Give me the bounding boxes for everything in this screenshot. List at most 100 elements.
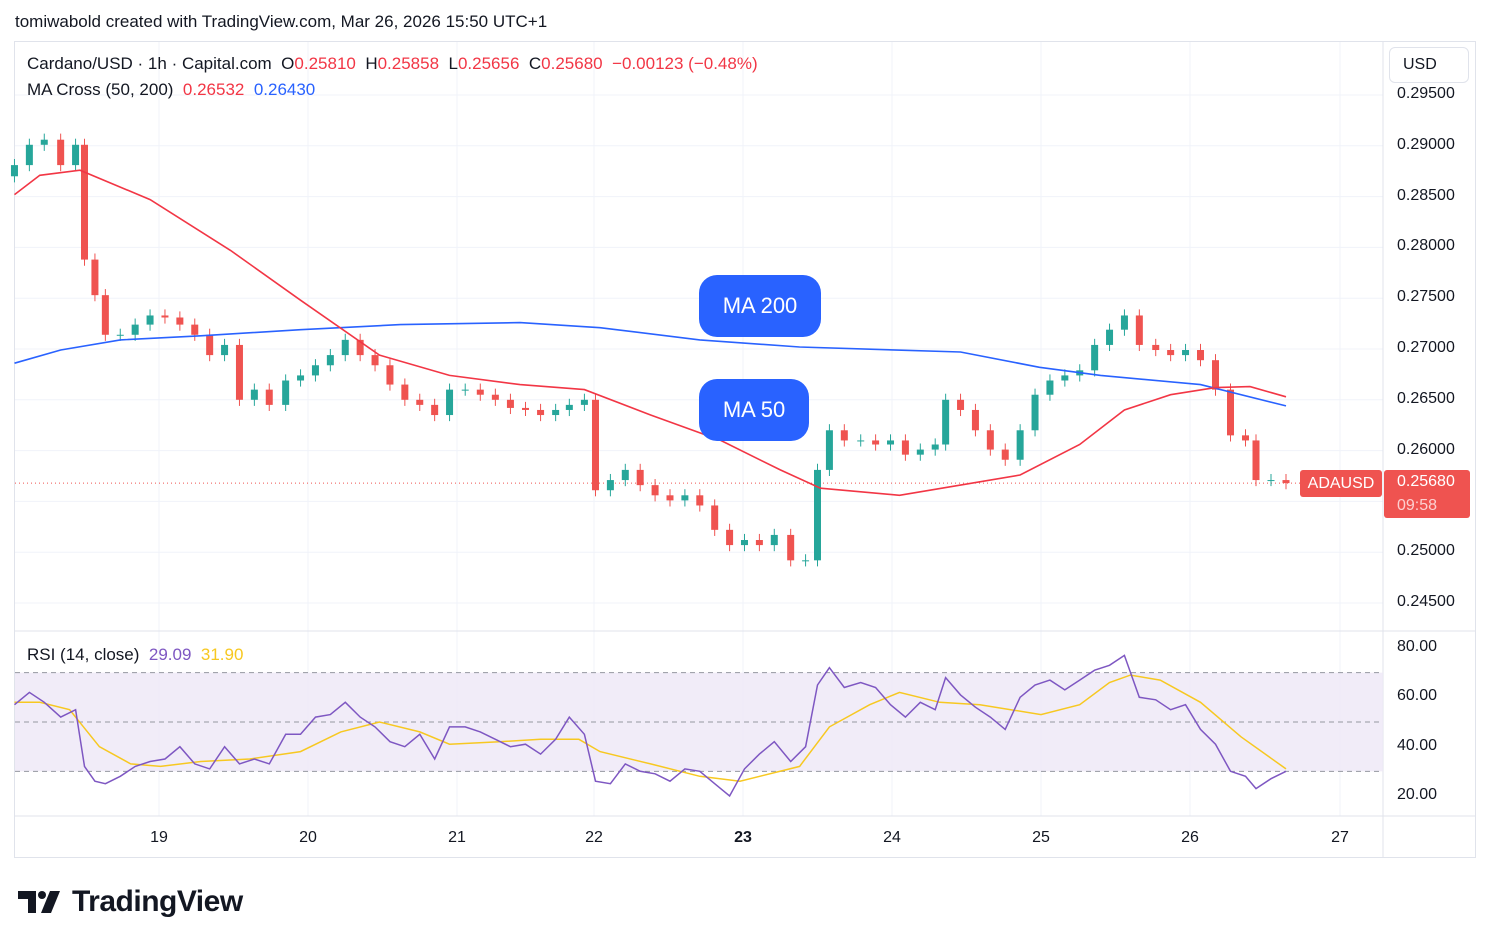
candle	[265, 389, 273, 405]
price-tick-label: 0.29000	[1397, 135, 1455, 153]
rsi-ma-value: 31.90	[200, 645, 244, 664]
close-label: C	[528, 54, 542, 73]
candle	[176, 317, 184, 325]
candle	[681, 495, 689, 501]
candle	[621, 469, 629, 481]
candle	[1106, 329, 1114, 345]
price-tick-label: 0.24500	[1397, 593, 1455, 610]
change-value: −0.00123 (−0.48%)	[612, 54, 758, 73]
candle	[942, 399, 950, 445]
candle	[1167, 350, 1175, 356]
candle	[101, 295, 109, 335]
rsi-tick-label: 60.00	[1397, 687, 1438, 705]
candle	[191, 324, 199, 335]
candle	[522, 407, 529, 410]
candle	[1046, 380, 1054, 395]
candle	[1091, 344, 1099, 371]
day-tick-label: 21	[448, 829, 466, 846]
candle	[787, 534, 795, 561]
chart-frame	[14, 41, 1476, 858]
ma50-value: 0.26532	[182, 80, 245, 99]
candle	[1227, 389, 1234, 436]
open-value: 0.25810	[294, 54, 356, 73]
candle	[580, 399, 588, 405]
candle	[887, 440, 895, 445]
price-tick-label: 0.29500	[1397, 85, 1455, 102]
candle	[931, 444, 939, 450]
day-tick-label: 22	[585, 829, 603, 846]
candle	[840, 430, 848, 441]
candle	[606, 480, 614, 491]
candle	[250, 389, 258, 400]
symbol-legend: Cardano/USD · 1h · Capital.com O0.25810 …	[27, 54, 758, 74]
candle	[1242, 435, 1249, 441]
ma200-callout: MA 200	[699, 275, 821, 337]
candle	[1252, 440, 1260, 481]
candle	[696, 495, 704, 506]
candle	[1120, 315, 1128, 330]
candle	[1282, 480, 1290, 484]
bar-countdown: 09:58	[1397, 497, 1438, 514]
candle	[552, 409, 560, 416]
candle	[1135, 315, 1143, 345]
price-tick-label: 0.28000	[1397, 237, 1455, 255]
tradingview-logo-icon	[18, 891, 60, 913]
rsi-tick-label: 20.00	[1397, 786, 1438, 803]
candle	[401, 384, 409, 400]
candle	[25, 144, 33, 166]
low-value: 0.25656	[457, 54, 520, 73]
day-tick-label: 20	[299, 829, 317, 846]
candle	[986, 430, 994, 450]
ma-title[interactable]: MA Cross (50, 200)	[27, 80, 174, 99]
price-tick-label: 0.28500	[1397, 186, 1455, 204]
high-value: 0.25858	[377, 54, 440, 73]
candle	[371, 355, 379, 366]
candle	[1061, 375, 1069, 381]
candle	[91, 259, 99, 296]
currency-button[interactable]: USD	[1389, 47, 1469, 83]
price-tick-label: 0.26000	[1397, 440, 1455, 458]
rsi-tick-label: 80.00	[1397, 638, 1438, 655]
rsi-value: 29.09	[148, 645, 192, 664]
tradingview-logo[interactable]: TradingView	[18, 885, 243, 919]
candle	[857, 440, 865, 442]
candle	[386, 365, 394, 385]
candle	[206, 334, 214, 356]
candle	[651, 485, 659, 496]
rsi-tick-label: 40.00	[1397, 736, 1438, 754]
candle	[537, 409, 545, 416]
symbol-title[interactable]: Cardano/USD · 1h · Capital.com	[27, 54, 272, 73]
candle	[1212, 360, 1219, 390]
ma50-callout: MA 50	[699, 379, 809, 441]
ma200-line	[14, 321, 1287, 407]
candle	[416, 399, 424, 405]
day-tick-label: 19	[150, 829, 168, 846]
day-tick-label: 25	[1032, 829, 1050, 846]
brand-name: TradingView	[72, 885, 243, 918]
candle	[1001, 449, 1009, 460]
candle	[1182, 350, 1190, 356]
rsi-line	[14, 654, 1287, 798]
price-tick-label: 0.26500	[1397, 389, 1455, 407]
candle	[446, 389, 454, 416]
open-label: O	[281, 54, 295, 73]
candle	[666, 495, 674, 501]
ma-legend: MA Cross (50, 200) 0.26532 0.26430	[27, 80, 315, 100]
close-value: 0.25680	[541, 54, 603, 73]
candle	[971, 409, 979, 431]
candle	[431, 404, 439, 416]
candle	[461, 389, 469, 391]
rsi-title[interactable]: RSI (14, close)	[27, 645, 140, 664]
candle	[326, 355, 334, 366]
low-label: L	[448, 54, 458, 73]
candle	[81, 144, 88, 260]
candle	[72, 144, 80, 166]
ma200-value: 0.26430	[253, 80, 316, 99]
candle	[116, 334, 124, 336]
day-tick-label: 24	[883, 829, 901, 846]
candle	[825, 430, 833, 470]
day-tick-label: 23	[734, 829, 752, 846]
candle	[711, 505, 719, 530]
symbol-price-label: ADAUSD	[1300, 470, 1382, 497]
